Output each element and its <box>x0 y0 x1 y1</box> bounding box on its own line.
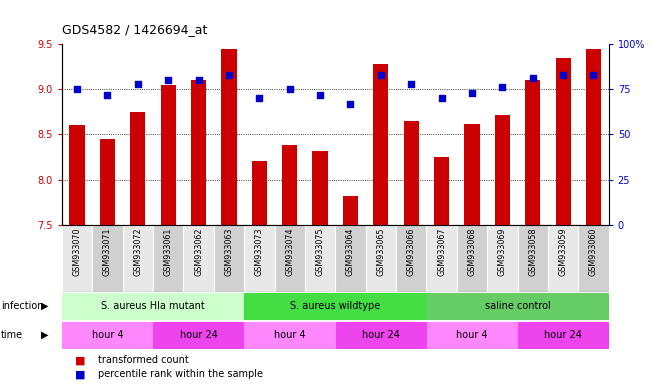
Bar <box>214 225 244 292</box>
Text: S. aureus wildtype: S. aureus wildtype <box>290 301 380 311</box>
Bar <box>586 49 601 225</box>
Bar <box>92 225 122 292</box>
FancyBboxPatch shape <box>426 322 518 348</box>
Text: GDS4582 / 1426694_at: GDS4582 / 1426694_at <box>62 23 207 36</box>
Text: ■: ■ <box>75 356 85 366</box>
Text: GSM933065: GSM933065 <box>376 227 385 276</box>
Bar <box>130 112 145 225</box>
Text: GSM933070: GSM933070 <box>72 227 81 276</box>
Bar <box>343 196 358 225</box>
Text: GSM933059: GSM933059 <box>559 227 568 276</box>
Bar <box>457 225 487 292</box>
Point <box>376 72 386 78</box>
Text: hour 4: hour 4 <box>274 330 305 340</box>
Bar <box>548 225 578 292</box>
FancyBboxPatch shape <box>518 322 609 348</box>
Text: GSM933071: GSM933071 <box>103 227 112 276</box>
Text: GSM933074: GSM933074 <box>285 227 294 276</box>
Bar <box>282 145 298 225</box>
Bar <box>153 225 184 292</box>
Text: transformed count: transformed count <box>98 356 188 366</box>
Text: GSM933072: GSM933072 <box>133 227 143 276</box>
Point <box>133 81 143 87</box>
FancyBboxPatch shape <box>62 293 244 319</box>
Text: hour 24: hour 24 <box>544 330 582 340</box>
Bar <box>426 225 457 292</box>
Text: GSM933060: GSM933060 <box>589 227 598 276</box>
Text: GSM933075: GSM933075 <box>316 227 325 276</box>
Point <box>345 101 355 107</box>
Bar <box>495 114 510 225</box>
Text: infection: infection <box>1 301 43 311</box>
Text: GSM933061: GSM933061 <box>163 227 173 276</box>
Text: GSM933069: GSM933069 <box>498 227 507 276</box>
Point <box>467 90 477 96</box>
Text: S. aureus Hla mutant: S. aureus Hla mutant <box>101 301 205 311</box>
Point <box>589 72 599 78</box>
Point <box>193 77 204 83</box>
Point <box>284 86 295 92</box>
Bar <box>100 139 115 225</box>
Text: hour 4: hour 4 <box>456 330 488 340</box>
Text: hour 24: hour 24 <box>180 330 217 340</box>
Bar <box>244 225 275 292</box>
Point <box>254 95 264 101</box>
Point <box>497 84 508 91</box>
Bar <box>525 80 540 225</box>
Bar <box>184 225 214 292</box>
Text: GSM933068: GSM933068 <box>467 227 477 276</box>
Bar <box>464 124 480 225</box>
Bar <box>373 64 389 225</box>
Bar <box>434 157 449 225</box>
FancyBboxPatch shape <box>244 293 426 319</box>
Text: ■: ■ <box>75 369 85 379</box>
Bar <box>161 85 176 225</box>
Bar <box>252 162 267 225</box>
Bar <box>487 225 518 292</box>
Text: saline control: saline control <box>485 301 550 311</box>
Point <box>315 92 326 98</box>
Bar <box>191 80 206 225</box>
Bar <box>396 225 426 292</box>
Bar <box>335 225 366 292</box>
Point <box>224 72 234 78</box>
Point <box>406 81 417 87</box>
Bar <box>555 58 571 225</box>
Text: GSM933066: GSM933066 <box>407 227 416 276</box>
Text: GSM933064: GSM933064 <box>346 227 355 276</box>
FancyBboxPatch shape <box>62 322 153 348</box>
Point <box>102 92 113 98</box>
Text: ▶: ▶ <box>41 301 49 311</box>
Text: ▶: ▶ <box>41 330 49 340</box>
Bar <box>404 121 419 225</box>
Bar <box>62 225 92 292</box>
Bar <box>366 225 396 292</box>
Text: time: time <box>1 330 23 340</box>
Point <box>436 95 447 101</box>
Bar <box>275 225 305 292</box>
FancyBboxPatch shape <box>426 293 609 319</box>
Bar <box>518 225 548 292</box>
FancyBboxPatch shape <box>244 322 335 348</box>
FancyBboxPatch shape <box>335 322 426 348</box>
Text: hour 4: hour 4 <box>92 330 123 340</box>
Point <box>163 77 173 83</box>
Text: GSM933067: GSM933067 <box>437 227 446 276</box>
Point <box>527 75 538 81</box>
Bar <box>221 49 236 225</box>
Point <box>558 72 568 78</box>
Text: GSM933073: GSM933073 <box>255 227 264 276</box>
Bar <box>122 225 153 292</box>
Text: hour 24: hour 24 <box>362 330 400 340</box>
Bar <box>312 151 327 225</box>
Bar <box>70 125 85 225</box>
FancyBboxPatch shape <box>153 322 244 348</box>
Text: percentile rank within the sample: percentile rank within the sample <box>98 369 262 379</box>
Bar <box>305 225 335 292</box>
Bar <box>578 225 609 292</box>
Text: GSM933058: GSM933058 <box>528 227 537 276</box>
Text: GSM933062: GSM933062 <box>194 227 203 276</box>
Point <box>72 86 82 92</box>
Text: GSM933063: GSM933063 <box>225 227 234 276</box>
